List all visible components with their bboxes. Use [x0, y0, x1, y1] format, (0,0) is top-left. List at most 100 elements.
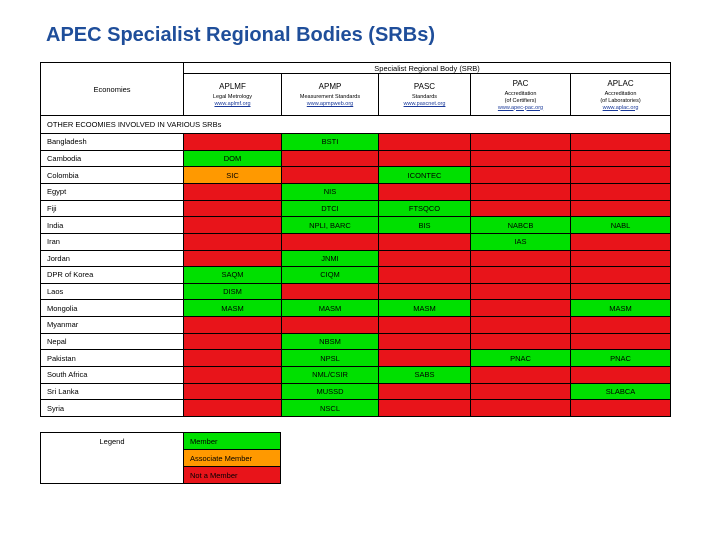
- srb-header: PASC Standards www.pascnet.org: [379, 74, 471, 116]
- status-cell: NABL: [571, 217, 671, 234]
- status-cell: [471, 167, 571, 184]
- status-cell: [379, 183, 471, 201]
- srb-description: Accreditation: [504, 90, 537, 97]
- status-cell: JNMI: [282, 250, 379, 268]
- economy: Bangladesh: [41, 134, 184, 151]
- legend-item: Not a Member: [184, 467, 281, 484]
- status-cell: [282, 317, 379, 334]
- status-cell: [379, 233, 471, 251]
- srb-table: Economies Specialist Regional Body (SRB) A…: [40, 62, 671, 417]
- status-cell: [471, 400, 571, 417]
- status-cell: [471, 333, 571, 351]
- status-cell: [184, 217, 282, 234]
- status-cell: [184, 367, 282, 384]
- status-cell: [379, 134, 471, 151]
- srb-description: Accreditation: [604, 90, 637, 97]
- status-cell: [471, 150, 571, 168]
- status-cell: [471, 367, 571, 384]
- status-cell: SLABCA: [571, 383, 671, 401]
- srb-name: APMP: [318, 82, 342, 91]
- status-cell: [184, 350, 282, 368]
- status-cell: DISM: [184, 283, 282, 301]
- economy: Pakistan: [41, 350, 184, 368]
- status-cell: NPLI, BARC: [282, 217, 379, 234]
- status-cell: PNAC: [571, 350, 671, 368]
- status-cell: ICONTEC: [379, 167, 471, 184]
- status-cell: [184, 183, 282, 201]
- srb-header: APLAC Accreditation (of Laboratories) www.a…: [571, 74, 671, 116]
- status-cell: [282, 233, 379, 251]
- economy: Colombia: [41, 167, 184, 184]
- srb-url[interactable]: www.apmpweb.org: [306, 101, 354, 107]
- status-cell: NABCB: [471, 217, 571, 234]
- status-cell: [571, 250, 671, 268]
- srb-description: (of Laboratories): [600, 97, 641, 104]
- status-cell: [184, 134, 282, 151]
- status-cell: MASM: [282, 300, 379, 318]
- economy: South Africa: [41, 367, 184, 384]
- status-cell: NIS: [282, 183, 379, 201]
- status-cell: [184, 333, 282, 351]
- status-cell: [571, 283, 671, 301]
- economy: Myanmar: [41, 317, 184, 334]
- status-cell: [379, 250, 471, 268]
- status-cell: CIQM: [282, 267, 379, 284]
- economy: Cambodia: [41, 150, 184, 168]
- legend-item: Associate Member: [184, 450, 281, 467]
- status-cell: NBSM: [282, 333, 379, 351]
- status-cell: MASM: [571, 300, 671, 318]
- economy: India: [41, 217, 184, 234]
- srb-url[interactable]: www.apec-pac.org: [497, 104, 544, 111]
- status-cell: [471, 267, 571, 284]
- status-cell: [471, 134, 571, 151]
- status-cell: [471, 283, 571, 301]
- status-cell: NPSL: [282, 350, 379, 368]
- status-cell: MASM: [184, 300, 282, 318]
- status-cell: [571, 167, 671, 184]
- status-cell: [282, 283, 379, 301]
- economy: Iran: [41, 233, 184, 251]
- status-cell: DOM: [184, 150, 282, 168]
- status-cell: SABS: [379, 367, 471, 384]
- srb-description: Standards: [411, 94, 438, 100]
- economy: Jordan: [41, 250, 184, 268]
- status-cell: NSCL: [282, 400, 379, 417]
- status-cell: NML/CSIR: [282, 367, 379, 384]
- status-cell: [571, 183, 671, 201]
- economy: Nepal: [41, 333, 184, 351]
- group-header: Specialist Regional Body (SRB): [184, 63, 671, 74]
- economies-header: Economies: [41, 63, 184, 116]
- srb-url[interactable]: www.aplac.org: [602, 104, 639, 111]
- economy: DPR of Korea: [41, 267, 184, 284]
- status-cell: [184, 400, 282, 417]
- status-cell: [282, 167, 379, 184]
- status-cell: [282, 150, 379, 168]
- status-cell: [379, 317, 471, 334]
- status-cell: [571, 317, 671, 334]
- status-cell: BIS: [379, 217, 471, 234]
- status-cell: [184, 383, 282, 401]
- status-cell: [571, 233, 671, 251]
- srb-url[interactable]: www.aplmf.org: [214, 101, 251, 107]
- economy: Egypt: [41, 183, 184, 201]
- srb-header: APMP Measurement Standards www.apmpweb.org: [282, 74, 379, 116]
- srb-name: APLAC: [607, 78, 634, 88]
- srb-name: PAC: [512, 78, 529, 88]
- srb-description: (of Certifiers): [504, 97, 537, 104]
- status-cell: [379, 267, 471, 284]
- status-cell: [471, 317, 571, 334]
- status-cell: [379, 150, 471, 168]
- srb-description: Legal Metrology: [212, 94, 253, 100]
- srb-header: APLMF Legal Metrology www.aplmf.org: [184, 74, 282, 116]
- status-cell: MUSSD: [282, 383, 379, 401]
- status-cell: [471, 250, 571, 268]
- section-header: OTHER ECOOMIES INVOLVED IN VARIOUS SRBs: [41, 116, 671, 134]
- economy: Syria: [41, 400, 184, 417]
- economy: Fiji: [41, 200, 184, 218]
- status-cell: [379, 383, 471, 401]
- legend-item: Member: [184, 433, 281, 450]
- status-cell: MASM: [379, 300, 471, 318]
- srb-url[interactable]: www.pascnet.org: [403, 101, 446, 107]
- status-cell: SIC: [184, 167, 282, 184]
